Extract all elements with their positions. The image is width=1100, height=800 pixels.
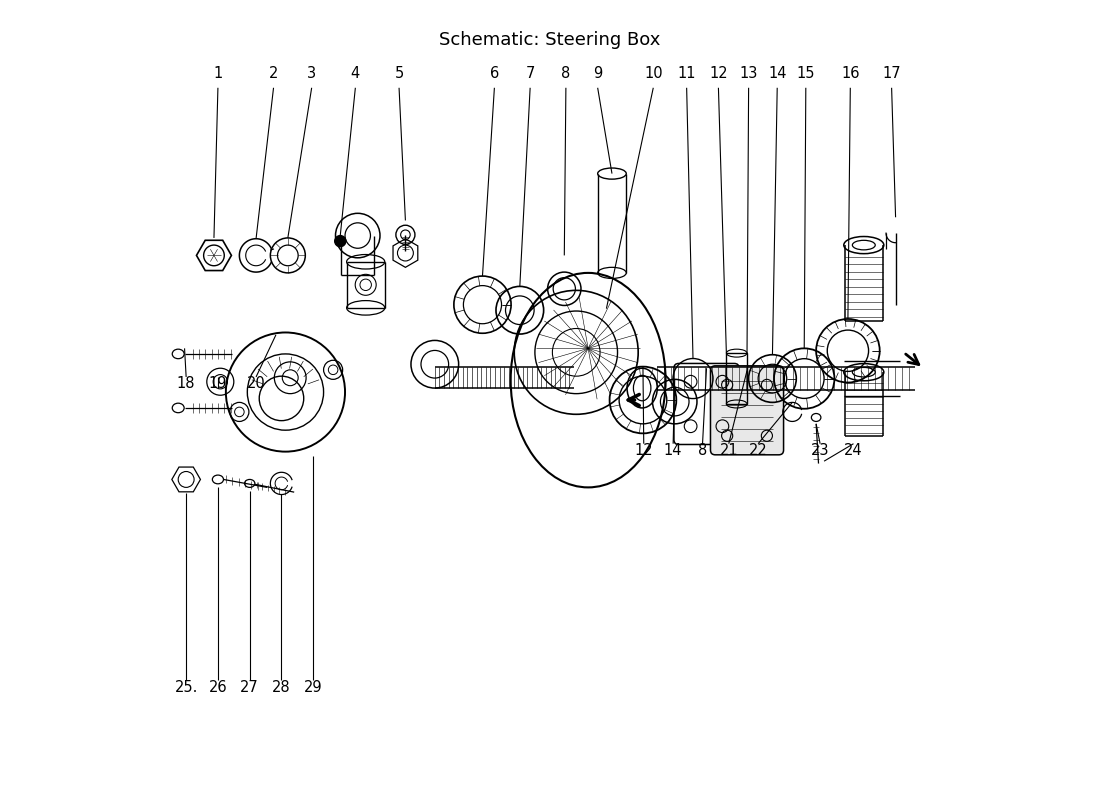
Text: 28: 28 [272,680,290,694]
Text: 9: 9 [593,66,603,82]
Text: 14: 14 [768,66,786,82]
Text: 27: 27 [240,680,260,694]
Text: 1: 1 [213,66,222,82]
Text: 11: 11 [678,66,696,82]
Text: 15: 15 [796,66,815,82]
Text: 2: 2 [268,66,278,82]
Bar [726,353,747,404]
Text: 25.: 25. [175,680,198,694]
Text: 14: 14 [664,443,682,458]
Text: 13: 13 [739,66,758,82]
Text: 8: 8 [561,66,571,82]
FancyBboxPatch shape [711,366,783,455]
Text: 24: 24 [844,443,862,458]
Text: 29: 29 [304,680,322,694]
Text: 3: 3 [307,66,316,82]
Text: 12: 12 [635,443,653,458]
Text: Schematic: Steering Box: Schematic: Steering Box [439,30,661,49]
Text: 8: 8 [697,443,707,458]
Text: 21: 21 [719,443,738,458]
Text: 19: 19 [209,376,228,391]
Text: 18: 18 [177,376,196,391]
Text: 5: 5 [395,66,404,82]
Text: 22: 22 [749,443,768,458]
Text: 7: 7 [526,66,535,82]
Text: 6: 6 [490,66,499,82]
Text: 26: 26 [209,680,228,694]
Text: 12: 12 [710,66,728,82]
Circle shape [334,235,345,246]
Text: 10: 10 [644,66,662,82]
Text: 23: 23 [811,443,829,458]
Text: 4: 4 [351,66,360,82]
Text: 16: 16 [842,66,859,82]
Text: 20: 20 [246,376,265,391]
Text: 17: 17 [882,66,901,82]
